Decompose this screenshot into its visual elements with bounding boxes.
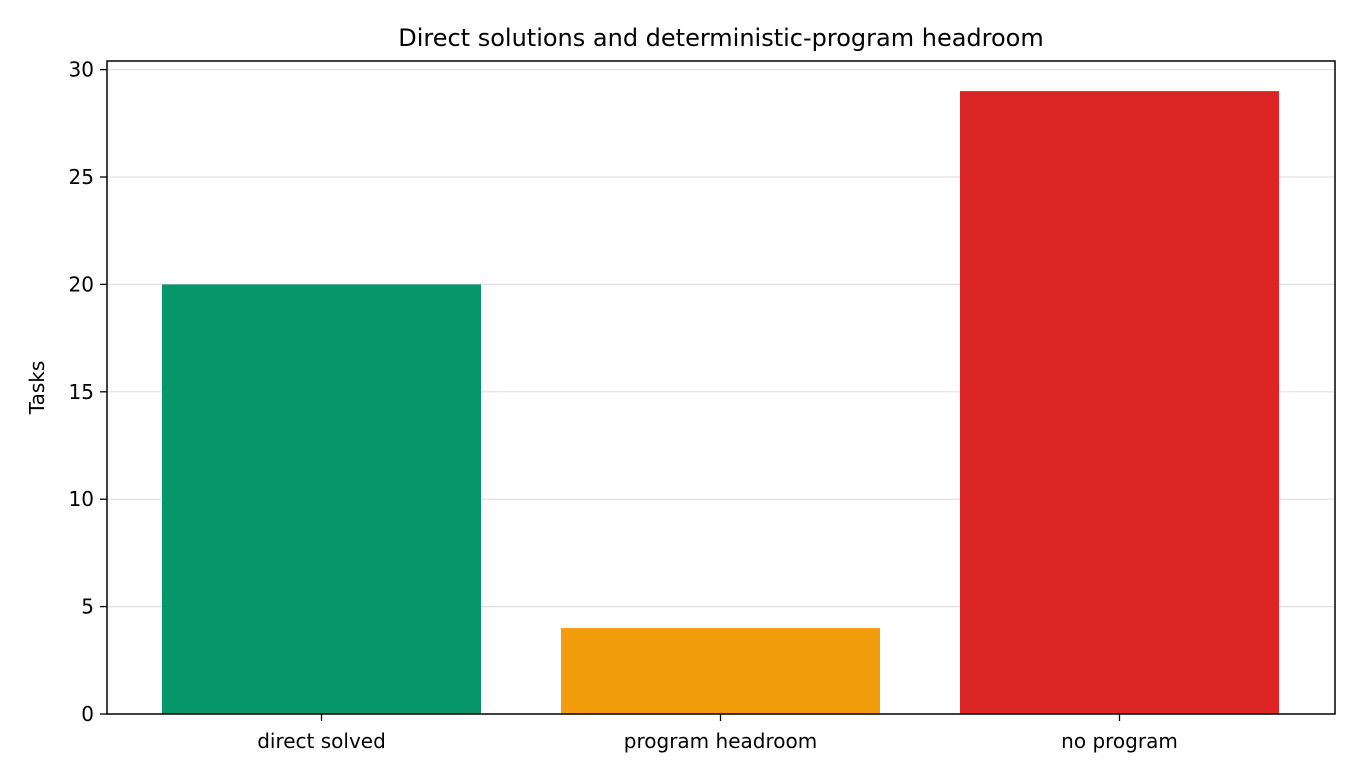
bar-no-program [960, 91, 1279, 714]
chart-title: Direct solutions and deterministic-progr… [398, 24, 1044, 52]
x-tick-label: direct solved [257, 729, 386, 753]
y-axis-label: Tasks [25, 361, 49, 416]
x-tick-label: no program [1061, 729, 1178, 753]
y-tick-label: 25 [69, 165, 94, 189]
x-axis-ticks: direct solved program headroom no program [257, 714, 1178, 753]
bar-program-headroom [561, 628, 880, 714]
y-tick-label: 15 [69, 380, 94, 404]
y-tick-label: 5 [81, 595, 94, 619]
x-tick-label: program headroom [624, 729, 817, 753]
bar-direct-solved [162, 284, 481, 714]
y-axis-ticks: 0 5 10 15 20 25 30 [69, 58, 107, 726]
bars [162, 91, 1279, 714]
y-tick-label: 10 [69, 487, 94, 511]
y-tick-label: 30 [69, 58, 94, 82]
y-tick-label: 0 [81, 702, 94, 726]
y-tick-label: 20 [69, 272, 94, 296]
